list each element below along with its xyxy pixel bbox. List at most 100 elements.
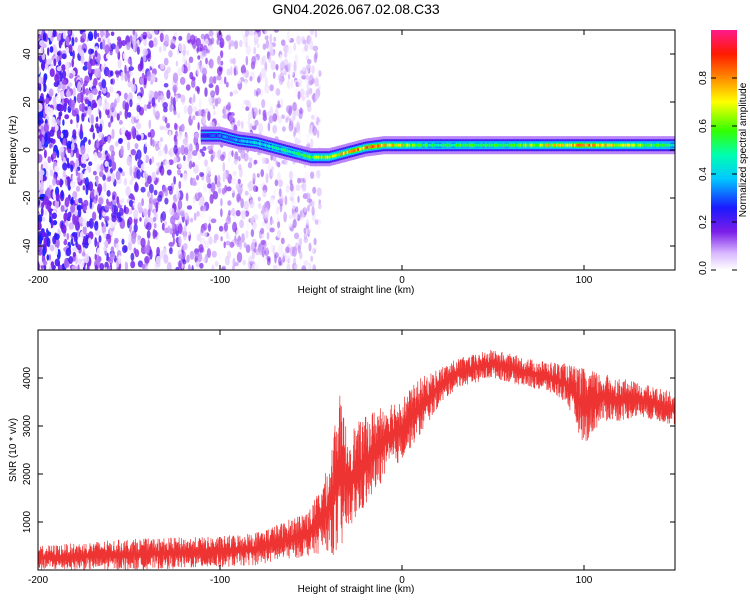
noise-cell: [63, 97, 69, 104]
ridge-cell: [350, 150, 353, 153]
ridge-cell: [246, 140, 249, 143]
noise-cell: [292, 246, 297, 257]
noise-cell: [64, 129, 69, 139]
ridge-cell: [595, 143, 599, 147]
noise-cell: [214, 151, 219, 158]
noise-cell: [173, 145, 178, 155]
noise-cell: [241, 30, 244, 36]
noise-cell: [312, 264, 316, 270]
noise-cell: [47, 47, 50, 56]
noise-cell: [61, 224, 67, 234]
noise-cell: [318, 203, 322, 210]
noise-cell: [312, 186, 317, 194]
noise-cell: [241, 233, 245, 244]
noise-cell: [115, 259, 120, 268]
noise-cell: [107, 175, 112, 182]
noise-cell: [51, 212, 58, 220]
noise-cell: [126, 42, 131, 51]
noise-cell: [183, 147, 189, 155]
noise-cell: [43, 196, 50, 205]
noise-cell: [38, 76, 44, 84]
noise-cell: [85, 234, 88, 246]
ridge-cell: [421, 143, 424, 147]
noise-cell: [120, 145, 124, 156]
noise-cell: [309, 41, 314, 51]
noise-cell: [271, 166, 275, 171]
noise-cell: [47, 58, 53, 65]
noise-cell: [136, 169, 141, 180]
noise-cell: [223, 241, 226, 249]
colorbar-tick-label: 0.8: [698, 71, 709, 85]
noise-cell: [270, 60, 276, 71]
ridge-cell: [393, 143, 397, 147]
noise-cell: [45, 97, 50, 105]
noise-cell: [38, 86, 42, 91]
noise-cell: [136, 46, 140, 55]
noise-cell: [160, 63, 165, 70]
ridge-cell: [543, 143, 546, 147]
noise-cell: [83, 199, 89, 207]
noise-cell: [54, 233, 60, 240]
noise-cell: [111, 150, 116, 157]
noise-cell: [64, 114, 70, 120]
ridge-cell: [482, 143, 486, 147]
noise-cell: [179, 76, 186, 85]
noise-cell: [159, 30, 165, 33]
ridge-cell: [242, 139, 246, 143]
noise-cell: [230, 163, 234, 169]
noise-cell: [315, 67, 320, 78]
noise-cell: [236, 251, 243, 263]
noise-cell: [52, 220, 58, 226]
ridge-cell: [308, 155, 311, 159]
noise-cell: [236, 78, 242, 84]
noise-cell: [310, 200, 315, 208]
noise-cell: [92, 211, 97, 221]
noise-cell: [275, 88, 281, 96]
noise-cell: [230, 207, 236, 217]
noise-cell: [94, 253, 97, 261]
noise-cell: [220, 198, 223, 207]
noise-cell: [129, 71, 133, 77]
noise-cell: [118, 120, 123, 125]
noise-cell: [147, 191, 151, 198]
noise-cell: [43, 237, 47, 247]
noise-cell: [142, 35, 147, 40]
noise-cell: [170, 215, 176, 225]
noise-cell: [127, 73, 131, 83]
ridge-cell: [497, 143, 500, 147]
ridge-cell: [410, 143, 413, 147]
x-tick-label: 100: [576, 275, 593, 286]
noise-cell: [89, 198, 93, 209]
noise-cell: [182, 230, 187, 241]
noise-cell: [65, 220, 69, 227]
noise-cell: [100, 30, 104, 38]
noise-cell: [84, 106, 88, 111]
noise-cell: [254, 33, 259, 39]
ridge-cell: [457, 143, 460, 147]
noise-cell: [63, 258, 69, 269]
noise-cell: [164, 159, 170, 170]
noise-cell: [186, 254, 190, 263]
noise-cell: [233, 158, 238, 165]
noise-cell: [305, 133, 310, 138]
noise-cell: [43, 123, 49, 133]
noise-cell: [294, 232, 300, 240]
noise-cell: [84, 169, 89, 178]
noise-cell: [272, 264, 278, 270]
noise-cell: [70, 119, 73, 125]
noise-cell: [113, 205, 119, 215]
ridge-cell: [577, 143, 580, 147]
noise-cell: [293, 211, 299, 221]
ridge-cell: [646, 143, 650, 147]
ridge-cell: [359, 147, 362, 151]
noise-cell: [293, 42, 297, 51]
ridge-cell: [444, 143, 448, 147]
ridge-cell: [204, 134, 207, 137]
noise-cell: [77, 264, 80, 270]
noise-cell: [62, 119, 65, 126]
ridge-cell: [586, 143, 589, 147]
ridge-cell: [428, 143, 431, 147]
noise-cell: [293, 130, 296, 138]
noise-cell: [283, 69, 288, 76]
ridge-cell: [233, 138, 236, 141]
